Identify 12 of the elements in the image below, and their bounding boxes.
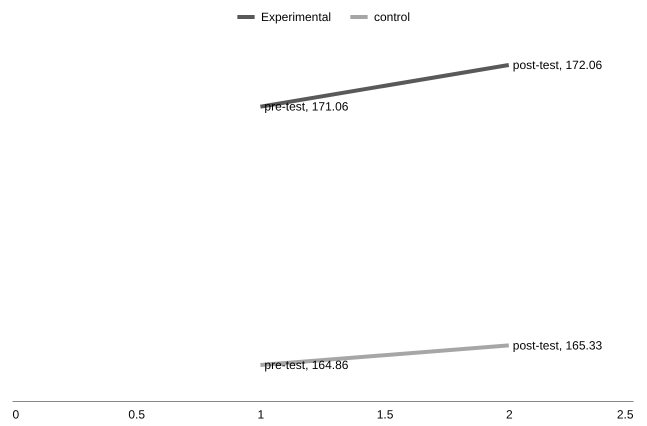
x-tick-label: 2 <box>506 408 513 422</box>
data-label: post-test, 172.06 <box>512 58 603 72</box>
legend-label: Experimental <box>261 10 332 24</box>
data-label: post-test, 165.33 <box>512 338 603 352</box>
data-label: pre-test, 164.86 <box>264 358 349 372</box>
x-tick-label: 1.5 <box>376 408 394 422</box>
x-tick-label: 1 <box>258 408 265 422</box>
x-tick-label: 0.5 <box>128 408 146 422</box>
legend-label: control <box>374 10 410 24</box>
x-tick-label: 2.5 <box>616 408 634 422</box>
data-label: pre-test, 171.06 <box>264 100 349 114</box>
x-tick-label: 0 <box>12 408 20 422</box>
